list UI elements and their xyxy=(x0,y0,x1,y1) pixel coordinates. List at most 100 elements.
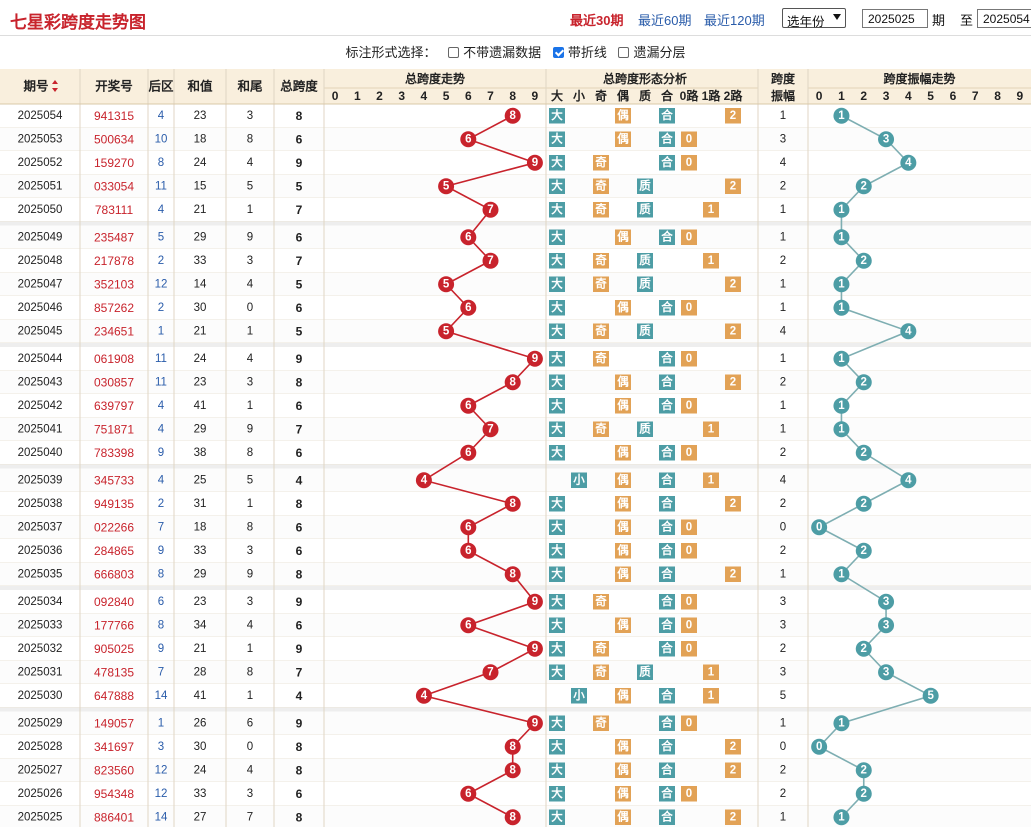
year-select[interactable]: 选年份 xyxy=(782,8,846,29)
form-mark-text: 偶 xyxy=(617,762,629,776)
form-mark-text: 合 xyxy=(661,786,673,800)
issue-cell: 2025042 xyxy=(18,400,63,412)
amp-ball-text: 1 xyxy=(838,717,845,729)
form-mark xyxy=(725,566,741,582)
form-mark-text: 1 xyxy=(708,474,715,486)
amp-cell: 1 xyxy=(780,110,786,122)
sum-cell: 28 xyxy=(194,666,207,678)
option-no-miss[interactable]: 不带遗漏数据 xyxy=(448,37,541,69)
amp-cell: 1 xyxy=(780,811,786,823)
form-mark-text: 合 xyxy=(661,543,673,557)
form-mark xyxy=(549,300,565,316)
amp-cell: 1 xyxy=(780,278,786,290)
table-row xyxy=(0,782,1031,806)
checkbox-miss-layer[interactable] xyxy=(618,47,630,58)
form-mark xyxy=(703,688,719,704)
chevron-down-icon xyxy=(833,14,841,20)
amp-digit-header: 7 xyxy=(972,89,979,103)
form-mark xyxy=(615,445,631,461)
form-mark-text: 奇 xyxy=(595,715,607,729)
range-30-link[interactable]: 最近30期 xyxy=(570,13,624,28)
option-polyline[interactable]: 带折线 xyxy=(552,37,607,69)
draw-number-cell: 341697 xyxy=(94,740,134,754)
form-mark xyxy=(593,421,609,437)
to-issue-input[interactable]: 2025054 xyxy=(977,9,1031,28)
form-mark xyxy=(549,253,565,269)
form-mark xyxy=(703,253,719,269)
form-mark xyxy=(549,202,565,218)
span-ball xyxy=(438,276,455,293)
form-mark-text: 1 xyxy=(708,204,715,216)
span-ball-text: 8 xyxy=(509,764,516,776)
form-mark-text: 大 xyxy=(551,276,563,290)
form-mark-text: 大 xyxy=(551,323,563,337)
table-row xyxy=(0,394,1031,418)
form-mark xyxy=(549,762,565,778)
form-mark xyxy=(725,809,741,825)
draw-number-cell: 092840 xyxy=(94,595,134,609)
amp-cell: 4 xyxy=(780,474,787,486)
checkbox-no-miss[interactable] xyxy=(448,47,460,58)
form-mark-text: 大 xyxy=(551,566,563,580)
form-mark xyxy=(593,664,609,680)
option-miss-layer[interactable]: 遗漏分层 xyxy=(618,37,685,69)
form-mark-text: 质 xyxy=(639,178,651,192)
form-mark xyxy=(659,786,675,802)
form-mark-text: 合 xyxy=(661,398,673,412)
amp-ball xyxy=(900,472,917,489)
amp-ball xyxy=(833,350,850,367)
form-mark-text: 2 xyxy=(730,110,736,122)
range-120-link[interactable]: 最近120期 xyxy=(704,13,765,28)
checkbox-polyline[interactable] xyxy=(552,47,564,58)
from-issue-input[interactable]: 2025025 xyxy=(862,9,928,28)
issue-cell: 2025026 xyxy=(18,788,63,800)
sum-cell: 14 xyxy=(194,278,207,290)
trend-digit-header: 2 xyxy=(376,89,383,103)
total-span-cell: 6 xyxy=(296,787,303,801)
form-mark xyxy=(659,300,675,316)
sum-cell: 38 xyxy=(194,447,207,459)
form-mark xyxy=(659,543,675,559)
trend-header: 总跨度走势 xyxy=(405,71,465,86)
draw-number-cell: 783111 xyxy=(95,203,134,217)
form-mark-text: 偶 xyxy=(617,445,629,459)
form-mark xyxy=(659,131,675,147)
form-mark xyxy=(615,496,631,512)
form-header: 总跨度形态分析 xyxy=(603,71,687,86)
sum-cell: 21 xyxy=(194,643,207,655)
form-mark-text: 偶 xyxy=(617,543,629,557)
back-zone-cell: 5 xyxy=(158,231,164,243)
form-mark-text: 大 xyxy=(551,374,563,388)
issue-cell: 2025045 xyxy=(18,325,63,337)
sum-tail-cell: 7 xyxy=(247,811,253,823)
form-mark-text: 偶 xyxy=(617,108,629,122)
amp-ball-text: 1 xyxy=(838,353,845,365)
back-zone-cell: 11 xyxy=(155,376,167,388)
form-mark xyxy=(549,715,565,731)
form-mark-text: 大 xyxy=(551,809,563,823)
span-ball xyxy=(526,593,543,610)
form-mark xyxy=(549,108,565,124)
back-zone-cell: 6 xyxy=(158,596,164,608)
amp-cell: 1 xyxy=(780,231,786,243)
form-mark xyxy=(659,229,675,245)
form-mark xyxy=(615,688,631,704)
form-mark-text: 合 xyxy=(661,739,673,753)
form-mark-text: 合 xyxy=(661,566,673,580)
form-mark-text: 大 xyxy=(551,131,563,145)
range-60-link[interactable]: 最近60期 xyxy=(638,13,692,28)
sum-cell: 33 xyxy=(194,545,207,557)
span-ball-text: 6 xyxy=(465,302,471,314)
form-mark-text: 0 xyxy=(686,643,692,655)
form-mark xyxy=(549,421,565,437)
form-mark xyxy=(725,739,741,755)
amp-ball xyxy=(833,229,850,246)
form-mark xyxy=(549,519,565,535)
issue-header[interactable]: 期号 xyxy=(23,79,48,94)
form-mark-text: 大 xyxy=(551,178,563,192)
sum-cell: 25 xyxy=(194,474,207,486)
sort-icon[interactable] xyxy=(52,80,58,92)
form-mark-text: 0 xyxy=(686,133,692,145)
form-mark xyxy=(593,594,609,610)
